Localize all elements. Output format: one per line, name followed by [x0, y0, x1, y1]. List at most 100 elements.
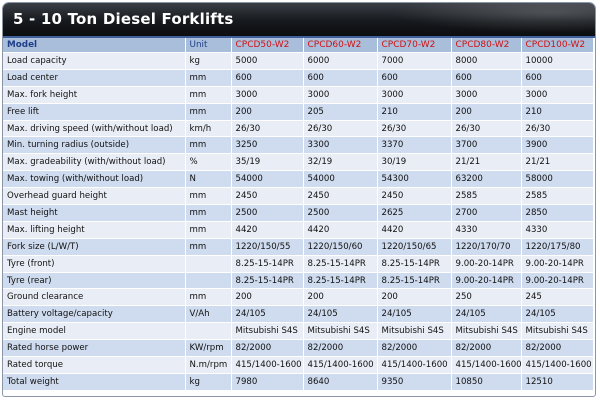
spec-value: Mitsubishi S4S [521, 322, 594, 341]
spec-label: Rated horse power [3, 339, 186, 358]
spec-label: Max. towing (with/without load) [3, 170, 186, 189]
spec-label: Tyre (rear) [3, 272, 186, 290]
spec-value: 600 [231, 69, 304, 87]
spec-value: 26/30 [231, 120, 304, 138]
spec-value: 4420 [303, 221, 378, 239]
column-header-unit: Unit [185, 38, 232, 53]
spec-value: 245 [521, 288, 594, 307]
spec-value: 3000 [377, 86, 452, 104]
spec-value: 1220/175/80 [521, 238, 594, 256]
spec-label: Total weight [3, 373, 186, 391]
table-row: Ground clearance mm 200 200 200 250 245 [3, 288, 594, 307]
spec-value: 9.00-20-14PR [451, 255, 522, 273]
spec-table-body: Load capacity kg 5000 6000 7000 8000 10000 Load… [3, 52, 594, 391]
spec-value: 32/19 [303, 153, 378, 172]
spec-value: 24/105 [231, 305, 304, 324]
page-title: 5 - 10 Ton Diesel Forklifts [13, 10, 234, 28]
spec-value: Mitsubishi S4S [377, 322, 452, 341]
spec-unit: mm [185, 238, 232, 256]
spec-unit: mm [185, 103, 232, 121]
table-row: Load capacity kg 5000 6000 7000 8000 10000 [3, 52, 594, 70]
table-row: Max. gradeability (with/without load)% 35… [3, 153, 594, 172]
header-row: Model Unit CPCD50-W2 CPCD60-W2 CPCD70-W2… [3, 38, 594, 53]
spec-value: 200 [377, 288, 452, 307]
spec-value: 3250 [231, 136, 304, 155]
spec-label: Max. fork height [3, 86, 186, 104]
spec-value: 8640 [303, 373, 378, 391]
spec-value: 9.00-20-14PR [451, 272, 522, 290]
spec-label: Tyre (front) [3, 255, 186, 273]
spec-value: 82/2000 [451, 339, 522, 358]
table-row: Rated torque N.m/rpm 415/1400-1600 415/1400… [3, 356, 594, 374]
spec-value: 24/105 [521, 305, 594, 324]
spec-unit: % [185, 153, 232, 172]
column-header-model: Model [3, 38, 186, 53]
column-header-cpcd50: CPCD50-W2 [231, 38, 304, 53]
spec-value: Mitsubishi S4S [451, 322, 522, 341]
spec-value: 600 [377, 69, 452, 87]
spec-value: 82/2000 [231, 339, 304, 358]
spec-value: 26/30 [451, 120, 522, 138]
spec-label: Overhead guard height [3, 187, 186, 206]
spec-value: 8.25-15-14PR [231, 255, 304, 273]
spec-value: 6000 [303, 52, 378, 70]
spec-table: Model Unit CPCD50-W2 CPCD60-W2 CPCD70-W2… [3, 38, 594, 391]
spec-unit: KW/rpm [185, 339, 232, 358]
spec-value: 3000 [521, 86, 594, 104]
spec-value: 600 [451, 69, 522, 87]
spec-sheet: 5 - 10 Ton Diesel Forklifts Model Unit C… [2, 2, 596, 397]
spec-value: 8.25-15-14PR [377, 255, 452, 273]
table-row: Tyre (front) 8.25-15-14PR 8.25-15-14PR 8.25… [3, 255, 594, 273]
spec-unit: mm [185, 69, 232, 87]
spec-unit [185, 322, 232, 341]
spec-value: 4330 [451, 221, 522, 239]
spec-value: 8.25-15-14PR [377, 272, 452, 290]
spec-value: 250 [451, 288, 522, 307]
spec-value: 200 [231, 288, 304, 307]
spec-unit: N.m/rpm [185, 356, 232, 374]
spec-value: 3700 [451, 136, 522, 155]
spec-value: 54300 [377, 170, 452, 189]
spec-value: 2625 [377, 204, 452, 222]
spec-value: 200 [303, 288, 378, 307]
spec-value: 2500 [303, 204, 378, 222]
spec-label: Rated torque [3, 356, 186, 374]
spec-value: 600 [303, 69, 378, 87]
spec-value: 12510 [521, 373, 594, 391]
spec-unit: mm [185, 221, 232, 239]
spec-value: 21/21 [521, 153, 594, 172]
spec-value: 3000 [231, 86, 304, 104]
table-row: Free lift mm 200 205 210 200 210 [3, 103, 594, 121]
spec-label: Free lift [3, 103, 186, 121]
spec-value: 2700 [451, 204, 522, 222]
spec-label: Max. gradeability (with/without load) [3, 153, 186, 172]
spec-unit: mm [185, 288, 232, 307]
spec-unit: V/Ah [185, 305, 232, 324]
table-row: Fork size (L/W/T) mm 1220/150/55 1220/150/6… [3, 238, 594, 256]
spec-value: 24/105 [377, 305, 452, 324]
column-header-cpcd70: CPCD70-W2 [377, 38, 452, 53]
spec-value: 35/19 [231, 153, 304, 172]
table-row: Mast height mm 2500 2500 2625 2700 2850 [3, 204, 594, 222]
spec-value: 7000 [377, 52, 452, 70]
spec-value: 600 [521, 69, 594, 87]
spec-value: 24/105 [303, 305, 378, 324]
column-header-cpcd100: CPCD100-W2 [521, 38, 594, 53]
spec-unit: kg [185, 52, 232, 70]
spec-unit: kg [185, 373, 232, 391]
spec-value: 210 [521, 103, 594, 121]
spec-value: 3000 [303, 86, 378, 104]
table-row: Rated horse power KW/rpm 82/2000 82/2000 82/… [3, 339, 594, 358]
spec-value: 58000 [521, 170, 594, 189]
spec-value: Mitsubishi S4S [303, 322, 378, 341]
spec-value: 2450 [231, 187, 304, 206]
spec-value: 2500 [231, 204, 304, 222]
spec-unit: mm [185, 136, 232, 155]
spec-value: 4330 [521, 221, 594, 239]
spec-unit: mm [185, 187, 232, 206]
spec-value: 3000 [451, 86, 522, 104]
spec-value: 63200 [451, 170, 522, 189]
spec-label: Ground clearance [3, 288, 186, 307]
spec-value: 30/19 [377, 153, 452, 172]
spec-label: Engine model [3, 322, 186, 341]
